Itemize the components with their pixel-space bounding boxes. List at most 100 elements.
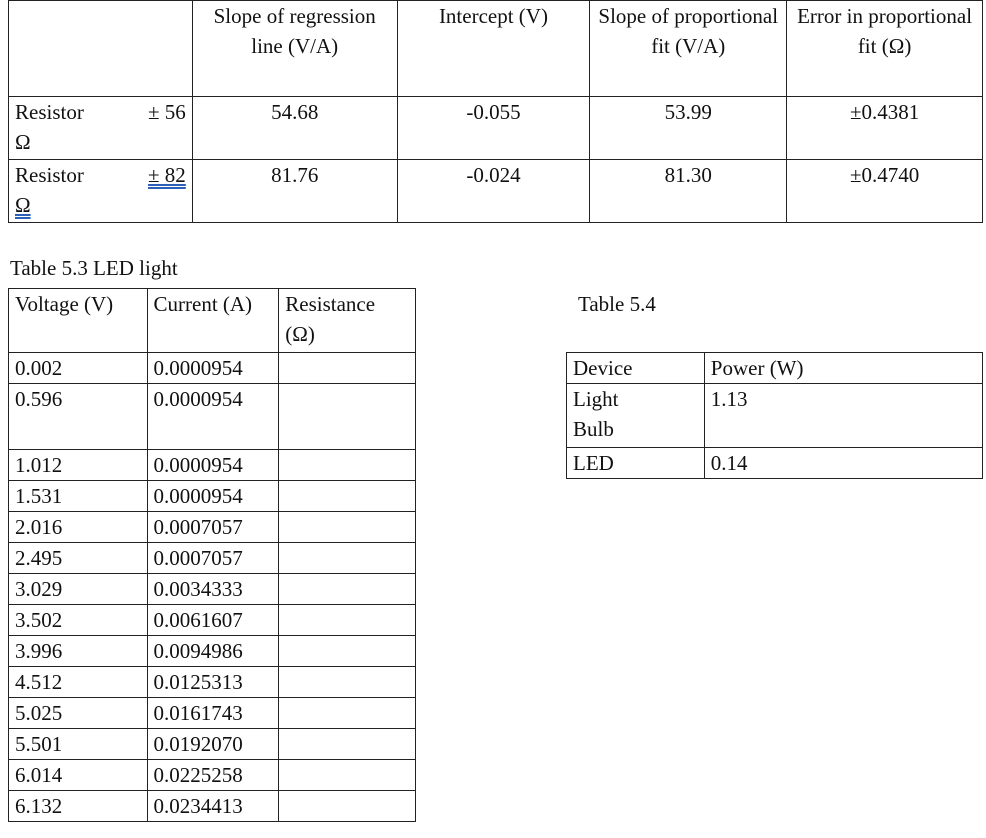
row-unit: Ω [15, 193, 31, 217]
resistance-cell [278, 573, 416, 605]
table-row: 3.996 0.0094986 [8, 635, 416, 667]
header-cell: Error in proportional fit (Ω) [786, 0, 983, 97]
current-cell: 0.0000954 [146, 383, 280, 450]
table-row: Resistor ± 82 Ω 81.76 -0.024 81.30 ±0.47… [8, 159, 983, 223]
current-cell: 0.0061607 [146, 604, 280, 636]
row-label: Resistor [15, 100, 84, 124]
current-cell: 0.0000954 [146, 480, 280, 512]
table-row: 3.502 0.0061607 [8, 604, 416, 636]
table-row: 5.501 0.0192070 [8, 728, 416, 760]
voltage-cell: 3.029 [8, 573, 148, 605]
voltage-cell: 5.025 [8, 697, 148, 729]
table-cell: 54.68 [191, 96, 398, 160]
current-cell: 0.0000954 [146, 449, 280, 481]
table-row: 3.029 0.0034333 [8, 573, 416, 605]
voltage-cell: 4.512 [8, 666, 148, 698]
table-row: 2.016 0.0007057 [8, 511, 416, 543]
regression-table: Slope of regression line (V/A) Intercept… [8, 0, 983, 223]
current-cell: 0.0234413 [146, 790, 280, 822]
current-cell: 0.0094986 [146, 635, 280, 667]
power-header-row: Device Power (W) [566, 352, 984, 384]
row-value: ± 82 [148, 163, 186, 187]
power-cell: 0.14 [703, 447, 984, 479]
resistance-cell [278, 728, 416, 760]
current-cell: 0.0007057 [146, 542, 280, 574]
resistance-cell [278, 666, 416, 698]
power-table: Device Power (W) Light Bulb 1.13 LED 0.1… [566, 352, 984, 479]
table-row: 0.596 0.0000954 [8, 383, 416, 450]
resistance-cell [278, 697, 416, 729]
regression-header-row: Slope of regression line (V/A) Intercept… [8, 0, 983, 97]
header-cell: Resistance (Ω) [278, 288, 416, 353]
resistance-cell [278, 480, 416, 512]
table-row: 6.132 0.0234413 [8, 790, 416, 822]
table-row: 1.012 0.0000954 [8, 449, 416, 481]
table-row: 4.512 0.0125313 [8, 666, 416, 698]
header-cell: Slope of proportional fit (V/A) [589, 0, 788, 97]
resistance-cell [278, 383, 416, 450]
led-table-caption: Table 5.3 LED light [10, 256, 178, 280]
current-cell: 0.0225258 [146, 759, 280, 791]
table-row: 6.014 0.0225258 [8, 759, 416, 791]
header-cell: Intercept (V) [396, 0, 591, 97]
resistance-cell [278, 604, 416, 636]
device-label: Light Bulb [573, 387, 619, 441]
row-value: ± 56 [148, 100, 186, 124]
header-cell: Device [566, 352, 705, 384]
current-cell: 0.0034333 [146, 573, 280, 605]
resistance-cell [278, 542, 416, 574]
resistance-cell [278, 790, 416, 822]
row-label-cell: Resistor ± 82 Ω [8, 159, 193, 223]
header-cell: Current (A) [146, 288, 280, 353]
resistance-cell [278, 352, 416, 384]
voltage-cell: 2.016 [8, 511, 148, 543]
resistance-cell [278, 635, 416, 667]
table-cell: ±0.4381 [786, 96, 983, 160]
table-row: LED 0.14 [566, 447, 984, 479]
table-row: 1.531 0.0000954 [8, 480, 416, 512]
table-cell: ±0.4740 [786, 159, 983, 223]
table-row: Light Bulb 1.13 [566, 383, 984, 448]
current-cell: 0.0192070 [146, 728, 280, 760]
header-cell: Power (W) [703, 352, 984, 384]
voltage-cell: 0.002 [8, 352, 148, 384]
led-header-row: Voltage (V) Current (A) Resistance (Ω) [8, 288, 416, 353]
table-cell: -0.055 [396, 96, 591, 160]
table-cell: 53.99 [589, 96, 788, 160]
voltage-cell: 0.596 [8, 383, 148, 450]
table-row: Resistor ± 56 Ω 54.68 -0.055 53.99 ±0.43… [8, 96, 983, 160]
power-table-caption: Table 5.4 [578, 292, 656, 316]
table-row: 2.495 0.0007057 [8, 542, 416, 574]
voltage-cell: 6.014 [8, 759, 148, 791]
voltage-cell: 1.531 [8, 480, 148, 512]
resistance-cell [278, 449, 416, 481]
current-cell: 0.0125313 [146, 666, 280, 698]
led-table-body: 0.002 0.0000954 0.596 0.0000954 1.012 0.00009… [8, 352, 416, 822]
power-cell: 1.13 [703, 383, 984, 448]
voltage-cell: 6.132 [8, 790, 148, 822]
current-cell: 0.0000954 [146, 352, 280, 384]
table-cell: 81.76 [191, 159, 398, 223]
row-label: Resistor [15, 163, 84, 187]
voltage-cell: 1.012 [8, 449, 148, 481]
row-label-cell: Resistor ± 56 Ω [8, 96, 193, 160]
row-unit: Ω [15, 130, 31, 154]
device-cell: Light Bulb [566, 383, 705, 448]
voltage-cell: 3.996 [8, 635, 148, 667]
voltage-cell: 3.502 [8, 604, 148, 636]
header-cell: Slope of regression line (V/A) [191, 0, 398, 97]
header-cell [8, 0, 193, 97]
led-table: Voltage (V) Current (A) Resistance (Ω) 0… [8, 288, 416, 822]
resistance-cell [278, 759, 416, 791]
voltage-cell: 2.495 [8, 542, 148, 574]
current-cell: 0.0161743 [146, 697, 280, 729]
table-cell: -0.024 [396, 159, 591, 223]
table-row: 5.025 0.0161743 [8, 697, 416, 729]
voltage-cell: 5.501 [8, 728, 148, 760]
resistance-cell [278, 511, 416, 543]
table-cell: 81.30 [589, 159, 788, 223]
header-cell: Voltage (V) [8, 288, 148, 353]
device-cell: LED [566, 447, 705, 479]
current-cell: 0.0007057 [146, 511, 280, 543]
table-row: 0.002 0.0000954 [8, 352, 416, 384]
